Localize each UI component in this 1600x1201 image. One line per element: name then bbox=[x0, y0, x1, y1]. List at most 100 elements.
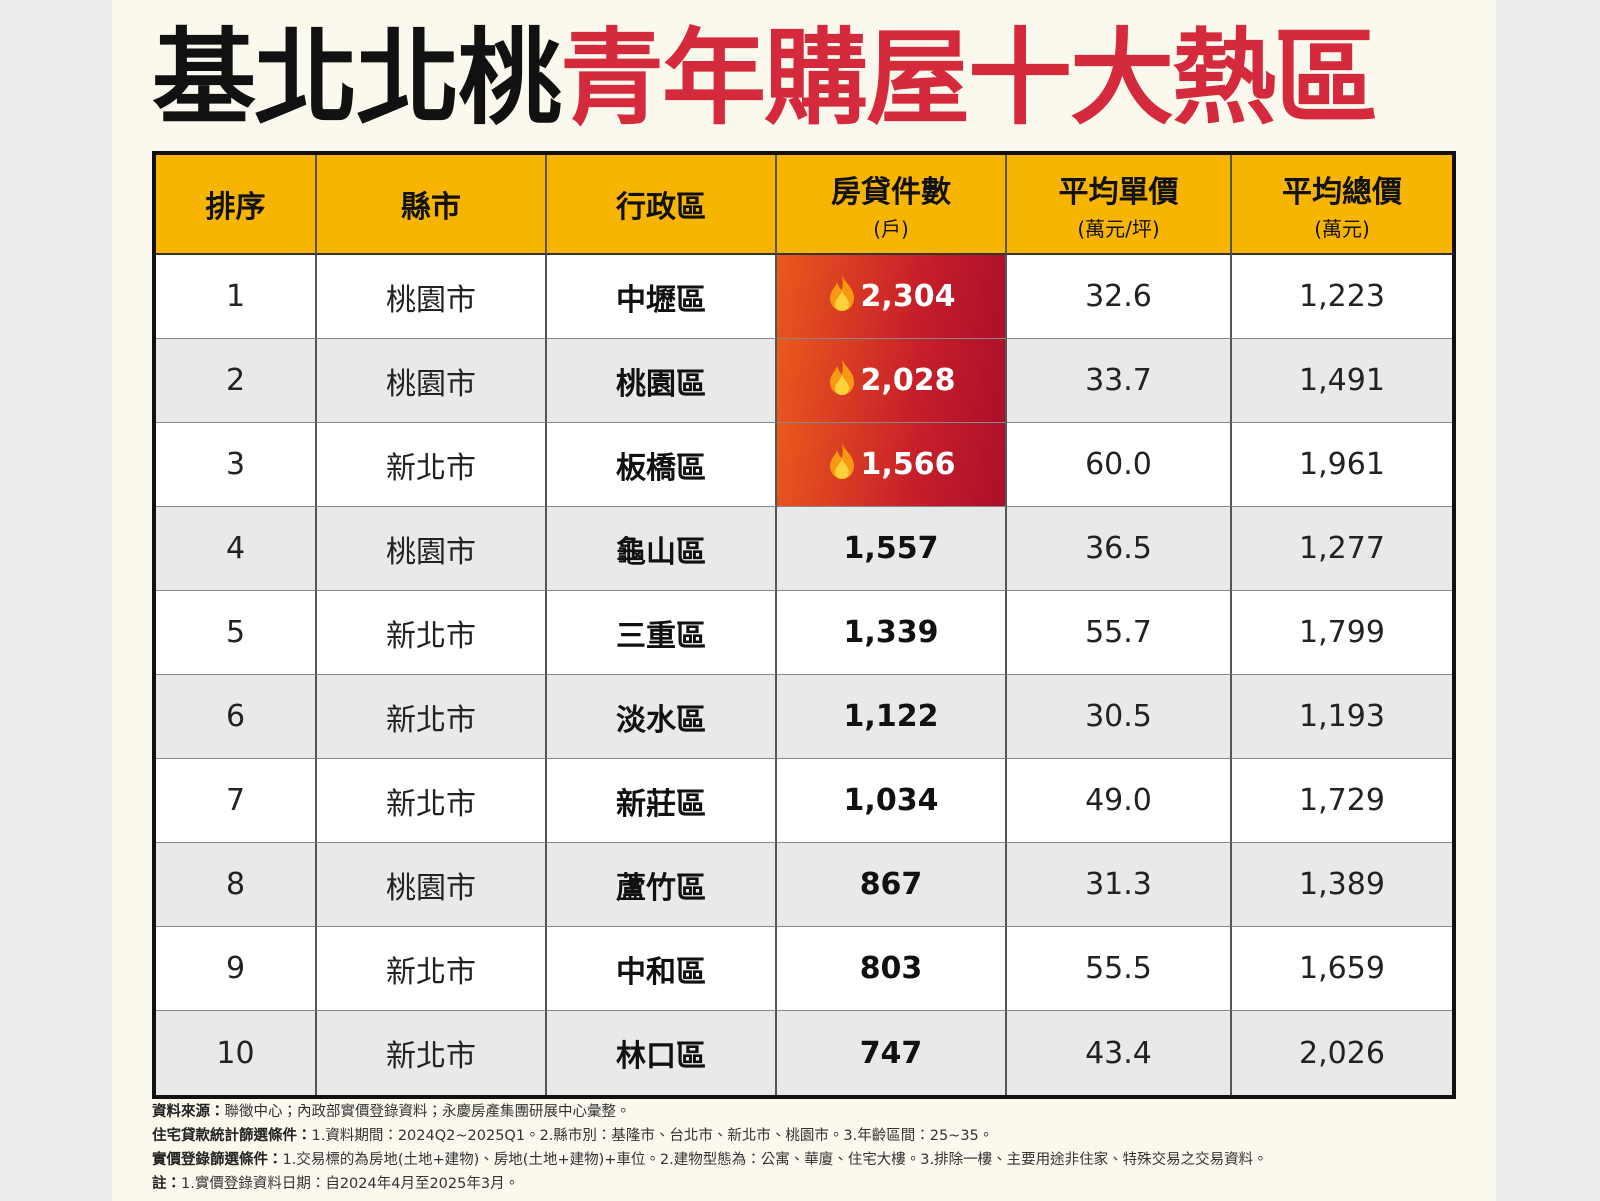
header-label: 房貸件數 bbox=[831, 174, 951, 210]
cell-text: 1,566 bbox=[860, 447, 956, 482]
note-text: 聯徵中心；內政部實價登錄資料；永慶房產集團研展中心彙整。 bbox=[224, 1104, 631, 1120]
header-cell: 平均單價 (萬元/坪) bbox=[1007, 155, 1232, 255]
cell-text: 8 bbox=[225, 867, 246, 902]
table-cell: 803 bbox=[777, 927, 1007, 1011]
note-text: 1.實價登錄資料日期：自2024年4月至2025年3月。 bbox=[181, 1176, 520, 1192]
header-label: 縣市 bbox=[401, 190, 461, 225]
table-cell: 桃園市 bbox=[317, 843, 547, 927]
cell-text: 淡水區 bbox=[616, 702, 706, 738]
cell-text: 4 bbox=[225, 531, 246, 566]
cell-text: 1,799 bbox=[1299, 615, 1385, 650]
cell-text: 中和區 bbox=[616, 954, 706, 990]
cell-text: 1,389 bbox=[1299, 867, 1385, 902]
table-cell: 4 bbox=[156, 507, 317, 591]
table-cell: 新北市 bbox=[317, 591, 547, 675]
table-cell: 中壢區 bbox=[547, 255, 777, 339]
title-red: 青年購屋十大熱區 bbox=[560, 17, 1378, 139]
table: 排序 縣市 行政區 房貸件數 (戶) 平均單價 (萬元/坪) 平均總價 (萬元) 1 桃園市 中壢區 2… bbox=[152, 151, 1456, 1099]
cell-text: 1,729 bbox=[1299, 783, 1385, 818]
cell-text: 2 bbox=[225, 363, 246, 398]
table-cell: 新北市 bbox=[317, 1011, 547, 1095]
table-cell: 3 bbox=[156, 423, 317, 507]
table-cell: 林口區 bbox=[547, 1011, 777, 1095]
cell-text: 中壢區 bbox=[616, 282, 706, 318]
cell-text: 30.5 bbox=[1085, 699, 1152, 734]
cell-text: 桃園區 bbox=[616, 366, 706, 402]
table-row: 9 新北市 中和區 803 55.5 1,659 bbox=[156, 927, 1452, 1011]
cell-text: 1,277 bbox=[1299, 531, 1385, 566]
note-text: 1.資料期間：2024Q2~2025Q1。2.縣市別：基隆市、台北市、新北市、桃… bbox=[311, 1128, 994, 1144]
flame bbox=[827, 442, 857, 488]
cell-text: 49.0 bbox=[1085, 783, 1152, 818]
note-line: 資料來源：聯徵中心；內政部實價登錄資料；永慶房產集團研展中心彙整。 bbox=[152, 1100, 1268, 1124]
cell-text: 1,491 bbox=[1299, 363, 1385, 398]
table-cell: 49.0 bbox=[1007, 759, 1232, 843]
table-cell: 1,729 bbox=[1232, 759, 1452, 843]
header-cell: 平均總價 (萬元) bbox=[1232, 155, 1452, 255]
table-cell: 新莊區 bbox=[547, 759, 777, 843]
table-cell: 1,223 bbox=[1232, 255, 1452, 339]
table-cell: 43.4 bbox=[1007, 1011, 1232, 1095]
cell-text: 1,034 bbox=[843, 783, 939, 818]
notes: 資料來源：聯徵中心；內政部實價登錄資料；永慶房產集團研展中心彙整。 住宅貸款統計篩… bbox=[152, 1100, 1268, 1196]
cell-text: 60.0 bbox=[1085, 447, 1152, 482]
cell-text: 桃園市 bbox=[386, 366, 476, 402]
table-row: 7 新北市 新莊區 1,034 49.0 1,729 bbox=[156, 759, 1452, 843]
cell-text: 1,961 bbox=[1299, 447, 1385, 482]
table-cell: 三重區 bbox=[547, 591, 777, 675]
cell-text: 龜山區 bbox=[616, 534, 706, 570]
cell-text: 31.3 bbox=[1085, 867, 1152, 902]
cell-text: 55.5 bbox=[1085, 951, 1152, 986]
table-cell: 淡水區 bbox=[547, 675, 777, 759]
flame bbox=[827, 274, 857, 320]
cell-text: 桃園市 bbox=[386, 870, 476, 906]
table-cell: 10 bbox=[156, 1011, 317, 1095]
header-label: 平均單價 bbox=[1058, 174, 1179, 210]
table-row: 5 新北市 三重區 1,339 55.7 1,799 bbox=[156, 591, 1452, 675]
header-unit: (萬元) bbox=[1314, 216, 1370, 241]
note-label: 資料來源： bbox=[152, 1104, 225, 1120]
cell-text: 1,339 bbox=[843, 615, 939, 650]
cell-text: 43.4 bbox=[1085, 1035, 1152, 1071]
cell-text: 1 bbox=[225, 279, 246, 314]
table-cell: 中和區 bbox=[547, 927, 777, 1011]
table-cell: 新北市 bbox=[317, 675, 547, 759]
header-unit: (戶) bbox=[873, 216, 909, 241]
table-cell: 1,193 bbox=[1232, 675, 1452, 759]
table-cell: 新北市 bbox=[317, 423, 547, 507]
table-cell: 8 bbox=[156, 843, 317, 927]
header-cell: 房貸件數 (戶) bbox=[777, 155, 1007, 255]
table-cell: 桃園區 bbox=[547, 339, 777, 423]
cell-text: 2,028 bbox=[860, 363, 956, 398]
cell-text: 板橋區 bbox=[616, 450, 706, 486]
table-cell: 55.5 bbox=[1007, 927, 1232, 1011]
flame-icon bbox=[829, 274, 854, 311]
cell-text: 867 bbox=[859, 867, 923, 902]
table-row: 2 桃園市 桃園區 2,028 33.7 1,491 bbox=[156, 339, 1452, 423]
table-cell: 龜山區 bbox=[547, 507, 777, 591]
table-cell: 2,028 bbox=[777, 339, 1007, 423]
table-cell: 1,659 bbox=[1232, 927, 1452, 1011]
cell-text: 1,659 bbox=[1299, 951, 1385, 986]
table-row: 10 新北市 林口區 747 43.4 2,026 bbox=[156, 1011, 1452, 1095]
table-cell: 36.5 bbox=[1007, 507, 1232, 591]
table-row: 1 桃園市 中壢區 2,304 32.6 1,223 bbox=[156, 255, 1452, 339]
table-cell: 31.3 bbox=[1007, 843, 1232, 927]
table-cell: 2,026 bbox=[1232, 1011, 1452, 1095]
table-cell: 30.5 bbox=[1007, 675, 1232, 759]
table-cell: 747 bbox=[777, 1011, 1007, 1095]
cell-text: 新北市 bbox=[386, 954, 476, 990]
cell-text: 2,026 bbox=[1299, 1035, 1385, 1071]
cell-text: 55.7 bbox=[1085, 615, 1152, 650]
table-row: 4 桃園市 龜山區 1,557 36.5 1,277 bbox=[156, 507, 1452, 591]
cell-text: 2,304 bbox=[860, 279, 956, 314]
table-cell: 1,799 bbox=[1232, 591, 1452, 675]
note-label: 註： bbox=[152, 1176, 181, 1192]
header-label: 行政區 bbox=[616, 190, 706, 225]
header-label: 排序 bbox=[205, 190, 266, 225]
note-line: 註：1.實價登錄資料日期：自2024年4月至2025年3月。 bbox=[152, 1172, 1268, 1196]
header-cell: 排序 bbox=[156, 155, 317, 255]
cell-text: 1,122 bbox=[843, 699, 939, 734]
cell-text: 1,193 bbox=[1299, 699, 1385, 734]
